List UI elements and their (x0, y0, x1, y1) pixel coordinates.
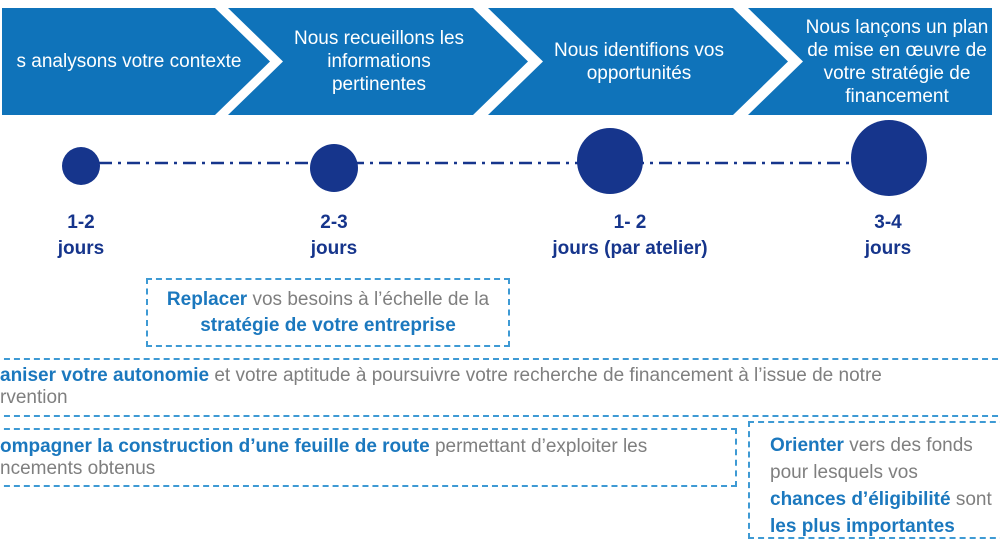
note-line: chances d’éligibilité sont (770, 486, 1000, 513)
chevron-step-2 (228, 8, 528, 115)
chevron-label-2: Nous recueillons les informations pertin… (293, 28, 465, 95)
chevron-label-1: s analysons votre contexte (16, 51, 242, 72)
note-text-gray: vos besoins à l’échelle de la (247, 289, 490, 310)
note-text-bold: stratégie de votre entreprise (200, 315, 456, 336)
note-text-bold: les plus importantes (770, 516, 955, 537)
note-line: rvention (0, 387, 1000, 409)
note-line: stratégie de votre entreprise (148, 313, 508, 339)
duration-label-1: 1-2 jours (57, 212, 105, 259)
chevron-step-1 (2, 8, 270, 115)
milestone-circle-4 (851, 120, 927, 196)
note-line: ncements obtenus (0, 458, 735, 480)
chevron-label-4: Nous lançons un plan de mise en œuvre de… (805, 16, 989, 107)
note-line: Replacer vos besoins à l’échelle de la (148, 287, 508, 313)
chevron-step-3 (488, 8, 788, 115)
chevron-step-4 (748, 8, 992, 115)
note-text-gray: rvention (0, 387, 68, 408)
note-text-bold: chances d’éligibilité (770, 489, 951, 510)
note-text-bold: ompagner la construction d’une feuille d… (0, 436, 430, 457)
note-text-gray: permettant d’exploiter les (429, 436, 648, 457)
duration-label-4: 3-4 jours (864, 212, 912, 259)
note-text-bold: aniser votre autonomie (0, 365, 210, 386)
duration-label-3: 1- 2 jours (par atelier) (552, 212, 708, 259)
note-text-bold: Replacer (166, 289, 248, 310)
note-line: les plus importantes (770, 513, 1000, 540)
note-box-feuille-de-route: ompagner la construction d’une feuille d… (0, 428, 737, 487)
milestone-circle-1 (62, 147, 100, 185)
note-line: Orienter vers des fonds (770, 432, 1000, 459)
note-text-bold: Orienter (770, 435, 844, 456)
note-text-gray: sont (950, 489, 992, 510)
milestone-circle-2 (310, 144, 358, 192)
note-line: ompagner la construction d’une feuille d… (0, 436, 735, 458)
milestone-circle-3 (577, 128, 643, 194)
chevron-label-3: Nous identifions vos opportunités (553, 39, 725, 84)
note-text-gray: ncements obtenus (0, 458, 156, 479)
note-box-replacer: Replacer vos besoins à l’échelle de la s… (146, 278, 510, 347)
duration-label-2: 2-3 jours (310, 212, 358, 259)
note-text-gray: et votre aptitude à poursuivre votre rec… (209, 365, 882, 386)
note-text-gray: pour lesquels vos (770, 462, 918, 483)
note-box-autonomie: aniser votre autonomie et votre aptitude… (0, 358, 1000, 417)
note-line: pour lesquels vos (770, 459, 1000, 486)
note-line: aniser votre autonomie et votre aptitude… (0, 365, 1000, 387)
note-box-orienter: Orienter vers des fonds pour lesquels vo… (748, 421, 1000, 539)
note-text-gray: vers des fonds (843, 435, 973, 456)
